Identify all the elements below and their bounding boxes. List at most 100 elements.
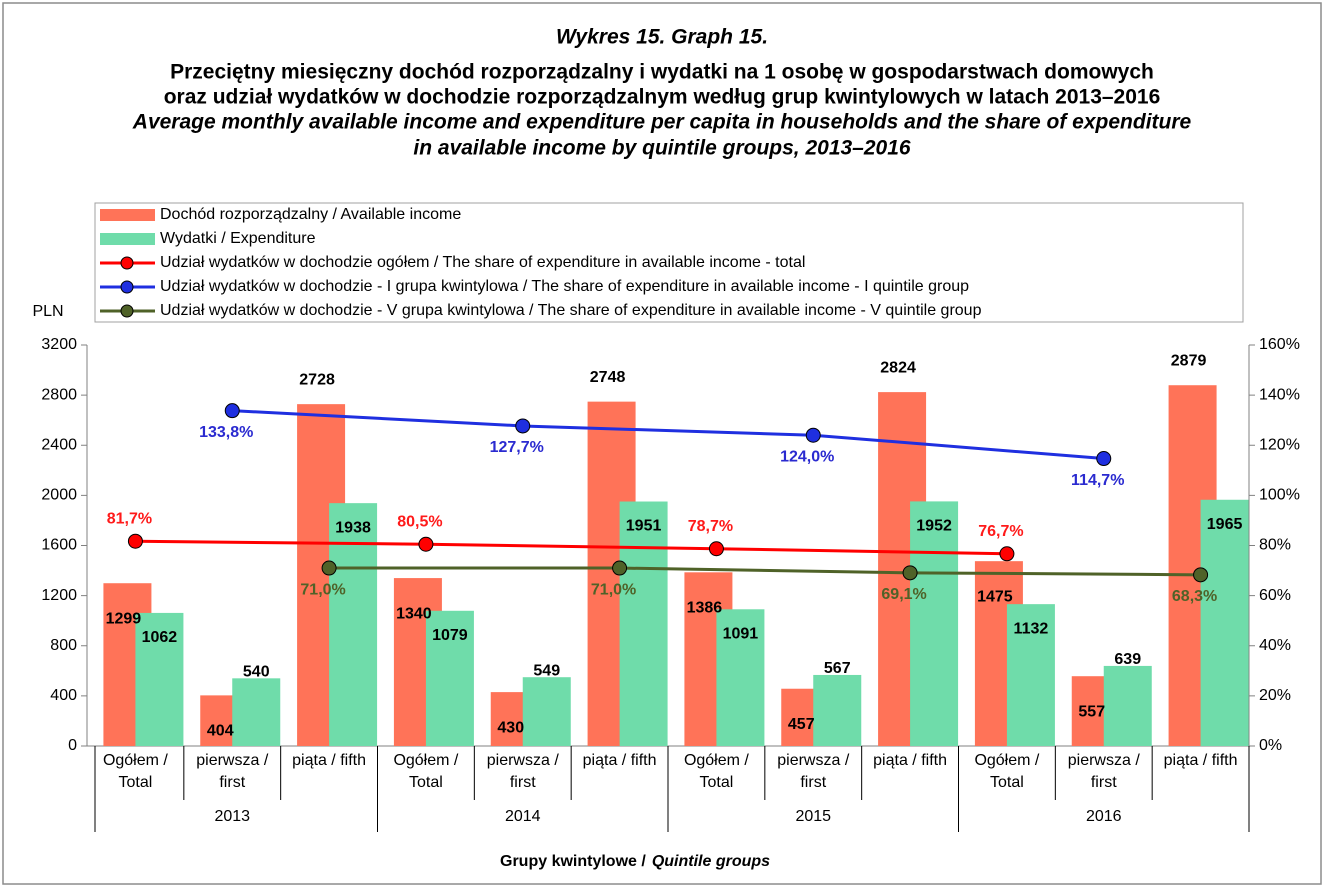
y2-tick-label: 20% — [1259, 687, 1291, 704]
bar — [522, 677, 571, 746]
data-label: 540 — [243, 664, 270, 681]
data-label: 2879 — [1171, 352, 1207, 369]
marker — [321, 560, 337, 576]
y-tick-label: 800 — [50, 637, 77, 654]
x-tick-label: piąta / fifth — [582, 752, 657, 769]
data-label: 1386 — [687, 600, 723, 617]
data-label: 1938 — [335, 519, 371, 536]
y2-tick-label: 120% — [1259, 436, 1300, 453]
data-label: 567 — [824, 660, 851, 677]
line — [135, 539, 1007, 556]
data-label: 69,1% — [881, 586, 926, 603]
group-label: 2016 — [1086, 808, 1122, 825]
data-label: 1132 — [1014, 620, 1049, 637]
data-label: 124,0% — [780, 448, 834, 465]
data-label: 1965 — [1207, 516, 1243, 533]
marker — [418, 536, 434, 552]
data-label: 1299 — [106, 610, 142, 627]
group-label: 2015 — [795, 808, 831, 825]
subtitle: oraz udział wydatków w dochodzie rozporz… — [164, 86, 1161, 109]
x-tick-label: piąta / fifth — [292, 752, 366, 769]
data-label: 2748 — [590, 369, 626, 386]
data-label: 557 — [1078, 703, 1105, 720]
data-label: 1091 — [723, 626, 759, 643]
marker — [515, 418, 531, 434]
x-tick-label: Ogółem / Total — [683, 752, 749, 791]
x-axis-title-en: Quintile groups — [652, 853, 770, 870]
data-label: 549 — [533, 662, 560, 679]
bar — [232, 678, 281, 746]
bar — [135, 612, 184, 746]
subtitle: Przeciętny miesięczny dochód rozporządza… — [170, 61, 1154, 84]
legend-swatch — [100, 209, 155, 221]
data-label: 76,7% — [978, 523, 1023, 540]
y2-tick-label: 100% — [1259, 487, 1300, 504]
marker — [127, 533, 143, 549]
data-label: 457 — [788, 716, 815, 733]
legend-label: Udział wydatków w dochodzie - I grupa kw… — [160, 278, 969, 295]
data-label: 1951 — [626, 518, 662, 535]
marker — [1193, 567, 1209, 583]
x-axis-title-pl: Grupy kwintylowe / — [500, 853, 646, 870]
line — [329, 566, 1201, 577]
y-tick-label: 1600 — [41, 537, 77, 554]
legend-marker — [120, 304, 134, 318]
x-axis-title: Grupy kwintylowe / Quintile groups — [500, 853, 770, 870]
bar — [813, 674, 862, 746]
y-tick-label: 2000 — [41, 487, 77, 504]
y-axis-label: PLN — [32, 303, 63, 320]
y-tick-label: 0 — [68, 737, 77, 754]
legend-swatch — [100, 233, 155, 245]
bar — [1006, 604, 1055, 746]
y-tick-label: 2400 — [41, 436, 77, 453]
data-label: 133,8% — [199, 424, 253, 441]
data-label: 1952 — [916, 518, 952, 535]
x-tick-label: piąta / fifth — [873, 752, 947, 769]
data-label: 430 — [497, 719, 524, 736]
data-label: 114,7% — [1071, 472, 1124, 489]
y-tick-label: 400 — [50, 687, 77, 704]
marker — [1096, 451, 1112, 467]
legend-label: Dochód rozporządzalny / Available income — [160, 206, 461, 223]
bar — [329, 503, 378, 746]
data-label: 71,0% — [591, 581, 636, 598]
data-label: 127,7% — [490, 439, 544, 456]
x-tick-label: pierwsza / first — [486, 752, 559, 791]
x-tick-label: piąta / fifth — [1163, 752, 1238, 769]
x-tick-label: Ogółem / Total — [102, 752, 168, 791]
group-label: 2014 — [505, 808, 541, 825]
data-label: 81,7% — [107, 510, 152, 527]
x-tick-label: pierwsza / first — [777, 752, 850, 791]
data-label: 2824 — [880, 359, 916, 376]
x-tick-label: pierwsza / first — [1067, 752, 1140, 791]
data-label: 1062 — [142, 629, 178, 646]
legend-label: Wydatki / Expenditure — [160, 230, 316, 247]
bar — [716, 609, 765, 746]
subtitle: Average monthly available income and exp… — [132, 111, 1192, 134]
marker — [708, 541, 724, 557]
group-label: 2013 — [214, 808, 250, 825]
legend-label: Udział wydatków w dochodzie ogółem / The… — [160, 254, 805, 271]
bar — [1103, 665, 1152, 746]
data-label: 1079 — [432, 627, 468, 644]
legend-marker — [120, 256, 134, 270]
y2-tick-label: 40% — [1259, 637, 1291, 654]
chart-title: Wykres 15. Graph 15. — [556, 26, 768, 49]
legend-box — [94, 202, 1244, 323]
bar — [425, 610, 474, 746]
data-label: 80,5% — [397, 513, 442, 530]
y2-tick-label: 140% — [1259, 386, 1300, 403]
marker — [805, 427, 821, 443]
y2-tick-label: 0% — [1259, 737, 1282, 754]
y-tick-label: 3200 — [41, 336, 77, 353]
marker — [902, 565, 918, 581]
y2-tick-label: 60% — [1259, 587, 1291, 604]
bar — [1200, 499, 1249, 746]
subtitle: in available income by quintile groups, … — [413, 137, 911, 160]
x-tick-label: Ogółem / Total — [393, 752, 459, 791]
x-tick-label: pierwsza / first — [196, 752, 269, 791]
y2-tick-label: 80% — [1259, 537, 1291, 554]
y-tick-label: 2800 — [41, 386, 77, 403]
data-label: 68,3% — [1172, 588, 1217, 605]
